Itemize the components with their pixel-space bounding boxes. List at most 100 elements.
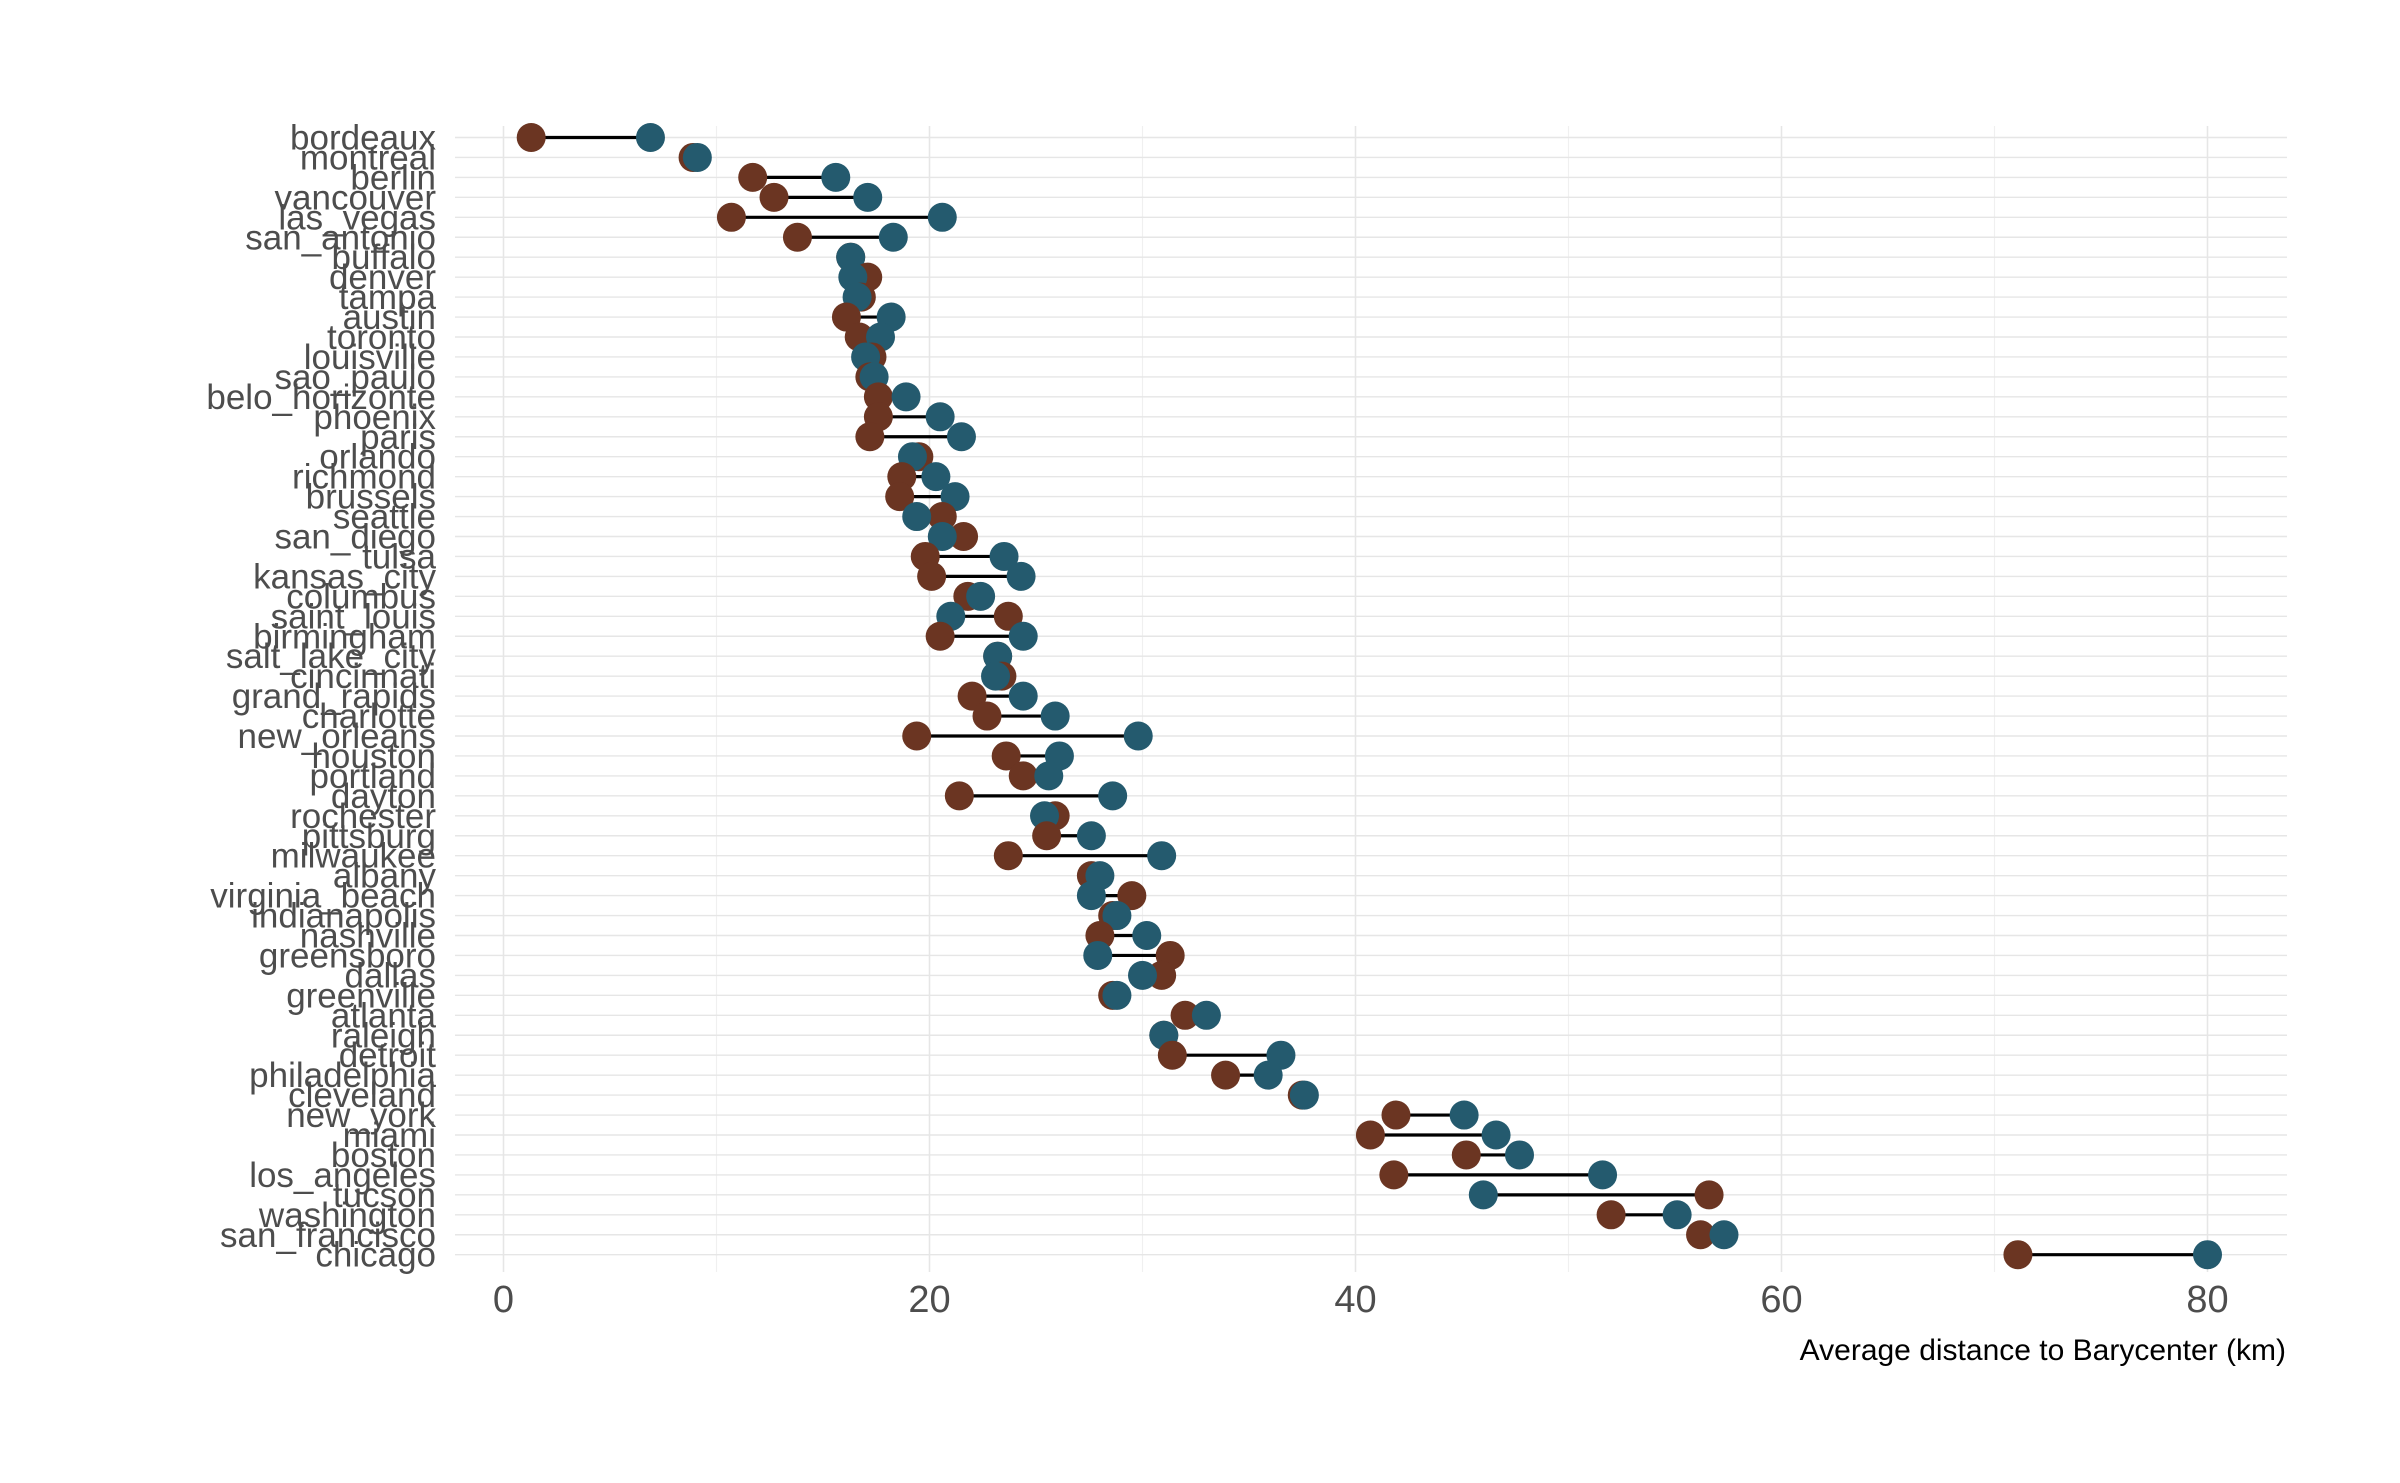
y-tick-label-chicago: chicago: [315, 1236, 436, 1275]
y-tick-label-raleigh: raleigh: [331, 1016, 436, 1055]
point-b-paris: [946, 422, 976, 452]
point-b-pittsburg: [1076, 821, 1106, 851]
y-tick-label-new_orleans: new_orleans: [238, 717, 436, 756]
y-tick-label-philadelphia: philadelphia: [249, 1056, 436, 1095]
y-tick-label-detroit: detroit: [339, 1036, 437, 1075]
point-b-indianapolis: [1102, 901, 1132, 931]
x-tick-label: 20: [908, 1279, 950, 1321]
y-tick-label-kansas_city: kansas_city: [253, 557, 436, 596]
point-b-phoenix: [925, 402, 955, 432]
point-a-charlotte: [972, 701, 1002, 731]
x-tick-labels: 0 20 40 60 80: [493, 1279, 2229, 1321]
y-tick-label-tampa: tampa: [339, 278, 437, 317]
point-a-kansas_city: [917, 561, 947, 591]
point-a-detroit: [1157, 1040, 1187, 1070]
y-tick-label-seattle: seattle: [333, 498, 436, 537]
point-b-tulsa: [989, 541, 1019, 571]
y-tick-label-tulsa: tulsa: [362, 537, 436, 576]
point-b-bordeaux: [635, 123, 665, 152]
point-b-dayton: [1098, 781, 1128, 811]
point-a-virginia_beach: [1117, 881, 1147, 911]
y-tick-label-washington: washington: [258, 1196, 436, 1235]
y-tick-label-orlando: orlando: [319, 438, 436, 477]
point-a-dayton: [944, 781, 974, 811]
point-a-paris: [855, 422, 885, 452]
y-tick-label-birmingham: birmingham: [253, 617, 436, 656]
point-a-new_york: [1381, 1100, 1411, 1130]
point-a-seattle: [927, 502, 957, 532]
point-a-washington: [1596, 1200, 1626, 1230]
y-tick-label-atlanta: atlanta: [331, 996, 437, 1035]
point-b-vancouver: [853, 182, 883, 212]
point-a-brussels: [885, 482, 915, 512]
point-b-chicago: [2193, 1240, 2222, 1270]
y-tick-label-salt_lake_city: salt_lake_city: [226, 637, 437, 676]
point-a-las_vegas: [716, 202, 746, 232]
y-tick-label-cincinnati: cincinnati: [290, 657, 436, 696]
y-tick-label-austin: austin: [343, 298, 436, 337]
point-b-grand_rapids: [1008, 681, 1038, 711]
y-tick-label-saint_louis: saint_louis: [271, 597, 436, 636]
y-tick-label-dallas: dallas: [345, 956, 436, 995]
y-tick-label-phoenix: phoenix: [313, 398, 436, 437]
point-a-miami: [1355, 1120, 1385, 1150]
y-tick-label-vancouver: vancouver: [275, 178, 437, 217]
point-a-houston: [991, 741, 1021, 771]
y-tick-label-los_angeles: los_angeles: [249, 1156, 436, 1195]
point-b-cincinnati: [981, 661, 1011, 691]
point-a-atlanta: [1170, 1000, 1200, 1030]
point-b-greensboro: [1083, 940, 1113, 970]
x-tick-label: 40: [1334, 1279, 1376, 1321]
point-a-berlin: [738, 162, 768, 192]
point-b-columbus: [966, 581, 996, 611]
point-a-new_orleans: [902, 721, 932, 751]
point-b-miami: [1481, 1120, 1511, 1150]
y-tick-label-dayton: dayton: [331, 777, 436, 816]
y-tick-labels: bordeauxmontrealberlinvancouverlas_vegas…: [206, 119, 436, 1275]
y-tick-label-san_diego: san_diego: [274, 518, 436, 557]
x-axis-title: Average distance to Barycenter (km): [1800, 1334, 2286, 1367]
point-a-boston: [1451, 1140, 1481, 1170]
point-a-belo_horizonte: [863, 382, 893, 412]
point-b-richmond: [921, 462, 951, 492]
point-a-portland: [1008, 761, 1038, 791]
y-tick-label-pittsburg: pittsburg: [302, 817, 436, 856]
point-b-new_orleans: [1123, 721, 1153, 751]
y-tick-label-las_vegas: las_vegas: [278, 198, 436, 237]
point-b-las_vegas: [927, 202, 957, 232]
point-b-montreal: [682, 142, 712, 172]
point-b-nashville: [1132, 921, 1162, 950]
point-a-milwaukee: [993, 841, 1023, 871]
point-a-san_diego: [949, 522, 979, 551]
point-b-milwaukee: [1147, 841, 1177, 871]
y-tick-label-charlotte: charlotte: [302, 697, 436, 736]
x-tick-label: 80: [2186, 1279, 2228, 1321]
point-b-greenville: [1102, 980, 1132, 1010]
y-tick-label-nashville: nashville: [300, 917, 436, 956]
y-tick-label-montreal: montreal: [300, 138, 436, 177]
y-tick-label-buffalo: buffalo: [332, 238, 436, 277]
point-b-washington: [1662, 1200, 1692, 1230]
y-tick-label-albany: albany: [333, 857, 437, 896]
y-tick-label-san_francisco: san_francisco: [220, 1216, 436, 1255]
point-a-philadelphia: [1211, 1060, 1241, 1090]
point-b-birmingham: [1008, 621, 1038, 651]
y-tick-label-greenville: greenville: [286, 976, 436, 1015]
connector-layer: [531, 135, 2208, 1257]
y-tick-label-new_york: new_york: [286, 1096, 436, 1135]
point-b-belo_horizonte: [891, 382, 921, 412]
point-a-tucson: [1694, 1180, 1724, 1210]
point-a-saint_louis: [993, 601, 1023, 631]
y-tick-label-greensboro: greensboro: [259, 936, 436, 975]
y-tick-label-bordeaux: bordeaux: [290, 119, 436, 158]
point-b-charlotte: [1040, 701, 1070, 731]
y-tick-label-brussels: brussels: [306, 478, 436, 517]
point-b-los_angeles: [1588, 1160, 1618, 1190]
point-b-atlanta: [1191, 1000, 1221, 1030]
point-b-virginia_beach: [1076, 881, 1106, 911]
point-b-boston: [1505, 1140, 1535, 1170]
point-a-los_angeles: [1379, 1160, 1409, 1190]
y-tick-label-grand_rapids: grand_rapids: [232, 677, 436, 716]
y-tick-label-columbus: columbus: [286, 577, 436, 616]
